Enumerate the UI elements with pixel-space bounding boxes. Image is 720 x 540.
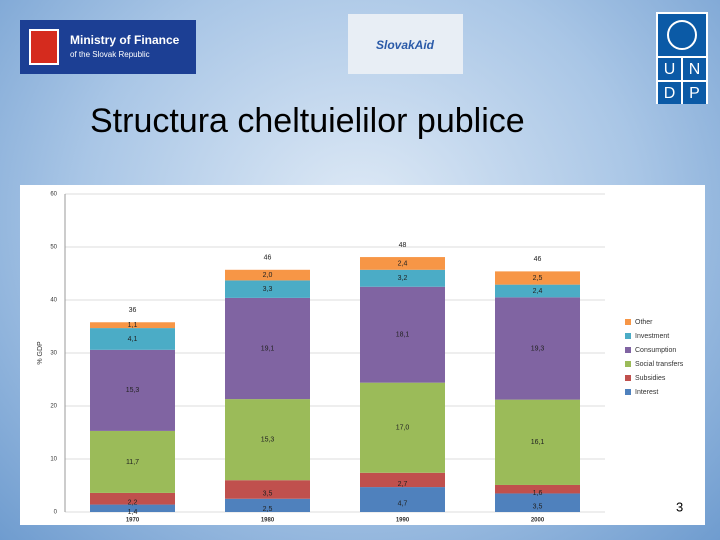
- bar-segment: [495, 297, 580, 400]
- y-tick-label: 50: [50, 245, 57, 251]
- bar-segment: [225, 480, 310, 499]
- bar-segment: [90, 430, 175, 493]
- y-tick-label: 10: [50, 457, 57, 463]
- segment-label: 3,2: [398, 275, 408, 282]
- bar-segment: [90, 492, 175, 505]
- total-label: 46: [264, 255, 272, 262]
- bar-segment: [495, 399, 580, 485]
- x-tick-label: 1980: [261, 518, 275, 524]
- segment-label: 2,7: [398, 481, 408, 488]
- bar-segment: [495, 271, 580, 285]
- x-tick-label: 2000: [531, 518, 545, 524]
- bar-segment: [225, 269, 310, 281]
- legend-swatch: [625, 333, 631, 339]
- undp-letter: N: [689, 61, 701, 78]
- undp-letter: P: [689, 85, 700, 102]
- x-tick-label: 1990: [396, 518, 410, 524]
- un-globe: [667, 20, 697, 50]
- legend-swatch: [625, 319, 631, 325]
- mof-name: Ministry of Finance: [70, 33, 180, 47]
- coat-of-arms: [29, 29, 59, 65]
- segment-label: 19,3: [531, 345, 545, 352]
- total-label: 36: [129, 307, 137, 314]
- segment-label: 15,3: [261, 436, 275, 443]
- undp-cell: [683, 58, 706, 80]
- bar-segment: [360, 269, 445, 287]
- bar-segment: [360, 487, 445, 512]
- undp-cell: [658, 58, 681, 80]
- segment-label: 19,1: [261, 345, 275, 352]
- y-tick-label: 0: [54, 510, 58, 516]
- slide-title: Structura cheltuielilor publice: [90, 102, 525, 140]
- legend-label: Interest: [635, 389, 658, 396]
- legend-label: Consumption: [635, 347, 676, 354]
- slovakaid-logo: [348, 14, 463, 74]
- page-number: 3: [676, 499, 683, 514]
- segment-label: 1,4: [128, 509, 138, 516]
- bar-segment: [225, 280, 310, 298]
- segment-label: 2,2: [128, 500, 138, 507]
- segment-label: 3,5: [533, 504, 543, 511]
- y-axis-label: % GDP: [37, 341, 44, 365]
- x-tick-label: 1970: [126, 518, 140, 524]
- segment-label: 15,3: [126, 387, 140, 394]
- segment-label: 2,5: [263, 506, 273, 513]
- undp-letter: U: [664, 61, 676, 78]
- legend-swatch: [625, 389, 631, 395]
- bar-segment: [360, 472, 445, 488]
- segment-label: 3,3: [263, 286, 273, 293]
- legend-label: Investment: [635, 333, 669, 340]
- bar-segment: [495, 493, 580, 512]
- bar-segment: [360, 382, 445, 473]
- bar-segment: [90, 504, 175, 512]
- undp-cell: [658, 82, 681, 104]
- y-tick-label: 30: [50, 351, 57, 357]
- segment-label: 11,7: [126, 459, 139, 466]
- legend-swatch: [625, 347, 631, 353]
- segment-label: 2,4: [398, 260, 408, 267]
- y-tick-label: 60: [50, 192, 57, 198]
- segment-label: 17,0: [396, 425, 410, 432]
- segment-label: 18,1: [396, 332, 410, 339]
- bar-segment: [360, 257, 445, 270]
- legend-label: Other: [635, 319, 653, 326]
- slovakaid-text: SlovakAid: [376, 38, 435, 52]
- bar-segment: [495, 484, 580, 494]
- legend-swatch: [625, 361, 631, 367]
- bar-segment: [90, 349, 175, 431]
- legend-label: Social transfers: [635, 361, 684, 368]
- undp-cell: [683, 82, 706, 104]
- segment-label: 16,1: [531, 439, 545, 446]
- segment-label: 4,7: [398, 500, 408, 507]
- bar-segment: [360, 286, 445, 383]
- legend-swatch: [625, 375, 631, 381]
- y-tick-label: 20: [50, 404, 57, 410]
- undp-letter: D: [664, 85, 676, 102]
- bar-segment: [90, 322, 175, 329]
- bar-segment: [495, 284, 580, 298]
- segment-label: 2,4: [533, 288, 543, 295]
- legend-label: Subsidies: [635, 375, 666, 382]
- segment-label: 1,1: [128, 322, 138, 329]
- bar-segment: [90, 328, 175, 350]
- segment-label: 2,5: [533, 275, 543, 282]
- bar-segment: [225, 399, 310, 481]
- y-tick-label: 40: [50, 298, 57, 304]
- segment-label: 4,1: [128, 336, 138, 343]
- bar-segment: [225, 297, 310, 400]
- mof-subtitle: of the Slovak Republic: [70, 50, 150, 59]
- bar-segment: [225, 498, 310, 512]
- total-label: 46: [534, 256, 542, 263]
- segment-label: 1,6: [533, 490, 543, 497]
- segment-label: 2,0: [263, 272, 273, 279]
- total-label: 48: [399, 242, 407, 249]
- segment-label: 3,5: [263, 490, 273, 497]
